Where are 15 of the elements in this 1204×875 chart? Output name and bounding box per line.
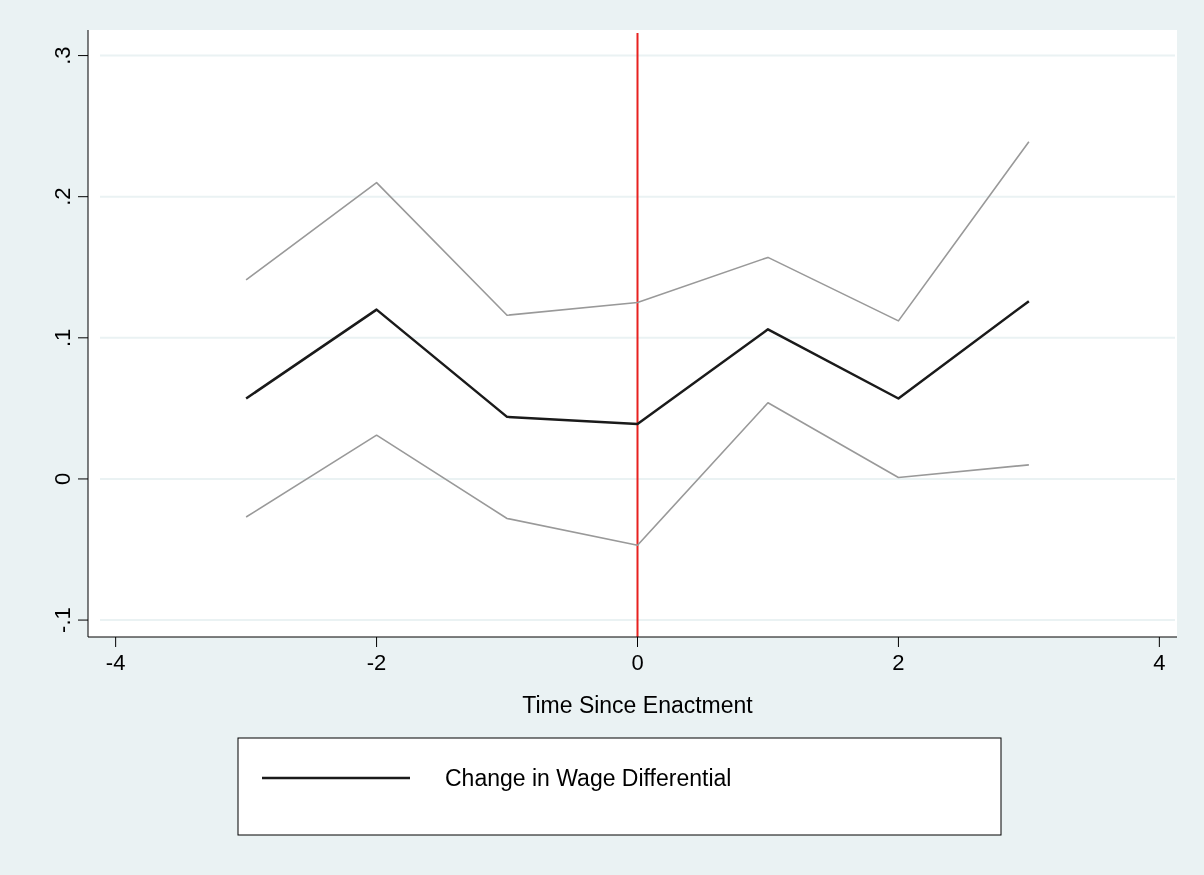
line-series [245, 401, 1030, 547]
text: Change in Wage Differential [445, 765, 732, 791]
x-tick-label: 4 [1153, 650, 1166, 675]
y-tick-label: 0 [50, 472, 75, 486]
line-series [244, 299, 1031, 426]
x-tick-label: 0 [631, 650, 644, 675]
line-series [245, 140, 1030, 322]
y-tick-label: .1 [50, 328, 75, 347]
y-tick-label: .3 [50, 46, 75, 65]
y-tick-label: .2 [50, 187, 75, 206]
y-tick-label: -.1 [50, 607, 75, 633]
x-tick-label: -4 [105, 650, 126, 675]
x-tick-label: -2 [366, 650, 387, 675]
x-axis-title: Time Since Enactment [522, 692, 754, 718]
x-tick-label: 2 [892, 650, 905, 675]
